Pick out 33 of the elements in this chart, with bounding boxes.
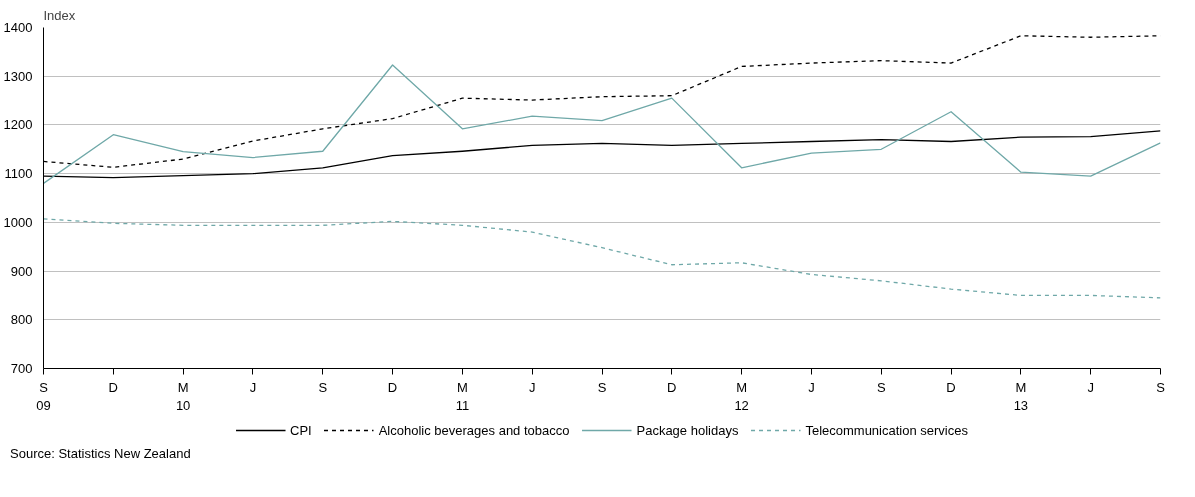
x-tick-label: D xyxy=(108,379,119,395)
legend-label: Alcoholic beverages and tobacco xyxy=(378,422,570,438)
y-tick-label: 900 xyxy=(10,263,33,279)
y-axis-title: Index xyxy=(43,7,76,23)
x-tick-label: J xyxy=(249,379,257,395)
x-tick-label: M 13 xyxy=(1013,379,1029,413)
y-tick-label: 1300 xyxy=(3,68,33,84)
line-series xyxy=(43,218,1161,299)
y-tick-label: 1000 xyxy=(3,214,33,230)
y-tick-label: 1400 xyxy=(3,20,33,35)
source-note: Source: Statistics New Zealand xyxy=(10,445,191,463)
x-tick-label: S xyxy=(876,379,886,395)
x-tick-label: J xyxy=(808,379,815,395)
line-series xyxy=(43,64,1161,185)
legend-label: CPI xyxy=(290,422,312,438)
x-tick-label: S 09 xyxy=(36,379,51,413)
x-tick-label: M 11 xyxy=(455,379,470,413)
x-tick-label: D xyxy=(946,379,956,395)
y-tick-label: 1100 xyxy=(4,166,33,182)
x-tick-label: S xyxy=(318,379,328,395)
x-tick-label: S xyxy=(597,379,607,395)
y-tick-label: 1200 xyxy=(3,117,33,133)
x-tick-label: D xyxy=(667,379,677,395)
x-tick-label: S xyxy=(1156,379,1166,395)
y-tick-label: 700 xyxy=(10,361,33,376)
x-tick-label: D xyxy=(387,379,398,395)
x-tick-label: M 12 xyxy=(734,379,749,413)
legend-label: Telecommunication services xyxy=(805,422,968,438)
legend-label: Package holidays xyxy=(636,422,739,438)
x-tick-label: J xyxy=(1087,379,1094,395)
y-tick-label: 800 xyxy=(10,312,33,328)
x-tick-label: J xyxy=(528,379,536,395)
x-tick-label: M 10 xyxy=(175,379,191,413)
